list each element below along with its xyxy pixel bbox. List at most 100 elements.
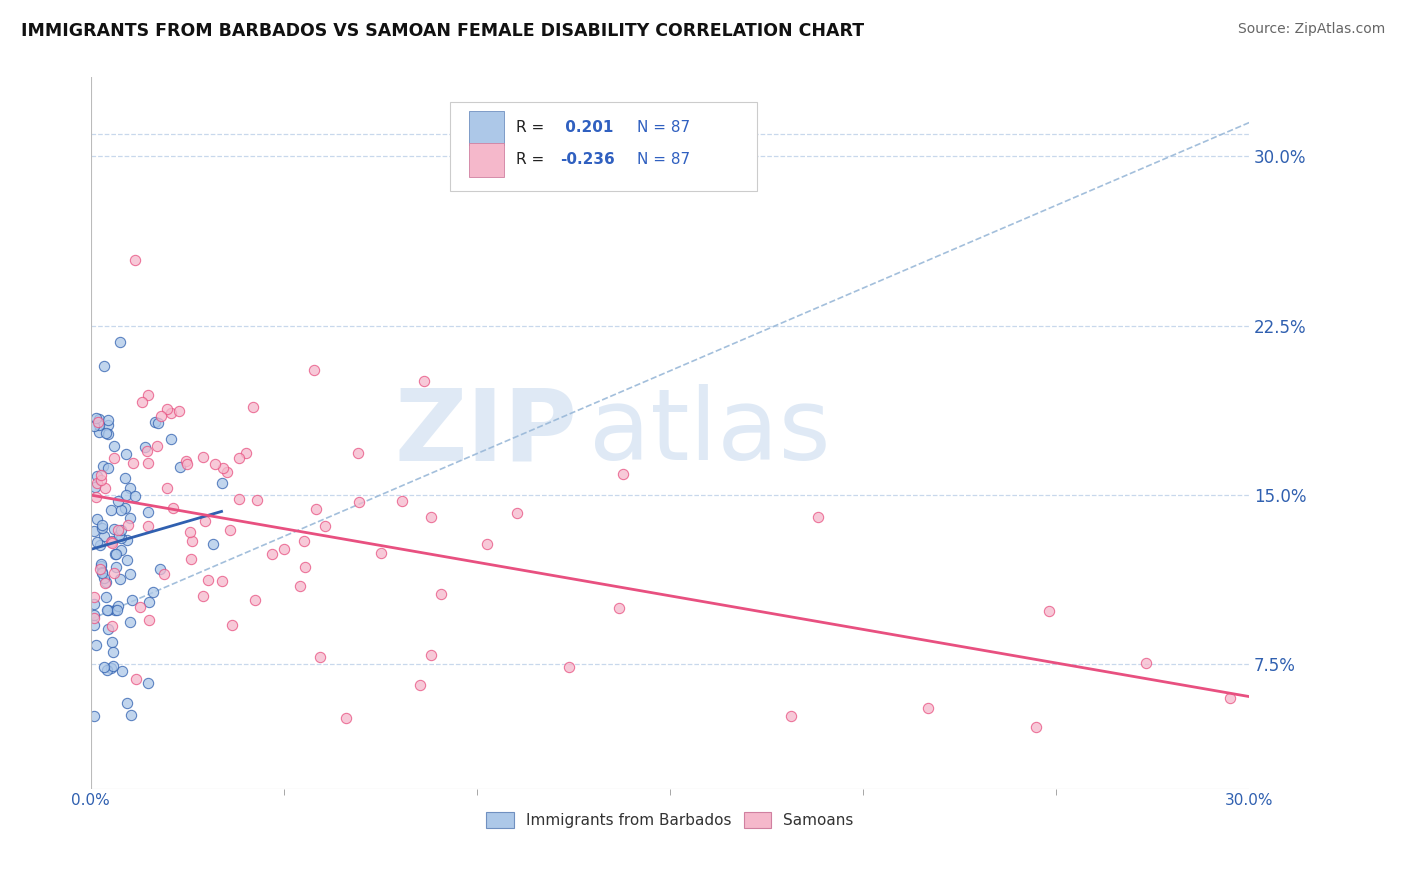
- Point: [138, 387, 160, 401]
- Point: [260, 547, 283, 561]
- Point: [138, 595, 160, 609]
- Point: [176, 457, 198, 471]
- Point: [430, 587, 453, 601]
- Point: [149, 562, 172, 576]
- Point: [97, 413, 120, 427]
- Point: [101, 535, 124, 549]
- Point: [96, 575, 118, 590]
- Point: [349, 495, 371, 509]
- Point: [96, 603, 118, 617]
- Bar: [470, 111, 505, 145]
- Point: [122, 457, 145, 471]
- Point: [138, 613, 160, 627]
- Point: [145, 439, 167, 453]
- Point: [91, 566, 114, 580]
- Point: [221, 617, 243, 632]
- Point: [420, 648, 443, 663]
- Point: [83, 611, 105, 625]
- Point: [97, 622, 120, 636]
- Point: [413, 374, 436, 388]
- Point: [104, 603, 127, 617]
- Point: [612, 467, 634, 481]
- Point: [1135, 656, 1157, 670]
- Point: [115, 488, 138, 502]
- Point: [302, 362, 325, 376]
- Point: [97, 426, 120, 441]
- Point: [100, 535, 122, 549]
- Text: R =: R =: [516, 120, 544, 136]
- Point: [117, 533, 139, 547]
- Point: [93, 359, 115, 374]
- Point: [93, 660, 115, 674]
- Point: [155, 481, 177, 495]
- Point: [83, 709, 105, 723]
- Point: [136, 519, 159, 533]
- Point: [219, 523, 242, 537]
- Point: [83, 618, 105, 632]
- Point: [136, 676, 159, 690]
- Point: [100, 661, 122, 675]
- Point: [86, 415, 108, 429]
- Point: [107, 494, 129, 508]
- Point: [108, 527, 131, 541]
- Point: [136, 456, 159, 470]
- Point: [83, 590, 105, 604]
- Point: [93, 571, 115, 585]
- Point: [156, 401, 179, 416]
- Point: [305, 502, 328, 516]
- Point: [780, 709, 803, 723]
- Point: [246, 493, 269, 508]
- Point: [134, 441, 156, 455]
- Point: [91, 458, 114, 473]
- Point: [94, 481, 117, 495]
- Point: [100, 534, 122, 549]
- Point: [245, 592, 267, 607]
- Point: [100, 502, 122, 516]
- Point: [211, 475, 233, 490]
- Point: [607, 601, 630, 615]
- Point: [104, 547, 127, 561]
- Point: [105, 603, 128, 617]
- Point: [83, 524, 105, 539]
- Point: [83, 597, 105, 611]
- Point: [117, 517, 139, 532]
- Point: [179, 524, 201, 539]
- Point: [110, 543, 132, 558]
- Point: [370, 546, 392, 560]
- Point: [124, 489, 146, 503]
- Point: [191, 589, 214, 603]
- Point: [89, 561, 111, 575]
- Point: [111, 664, 134, 678]
- Point: [391, 494, 413, 508]
- Text: IMMIGRANTS FROM BARBADOS VS SAMOAN FEMALE DISABILITY CORRELATION CHART: IMMIGRANTS FROM BARBADOS VS SAMOAN FEMAL…: [21, 22, 865, 40]
- Point: [201, 537, 224, 551]
- Point: [94, 425, 117, 440]
- Point: [84, 410, 107, 425]
- Legend: Immigrants from Barbados, Samoans: Immigrants from Barbados, Samoans: [479, 806, 859, 834]
- Text: atlas: atlas: [589, 384, 831, 482]
- Point: [242, 400, 264, 414]
- Point: [103, 522, 125, 536]
- Point: [89, 417, 111, 432]
- Point: [169, 404, 191, 418]
- Point: [103, 658, 125, 673]
- Point: [108, 572, 131, 586]
- Point: [215, 465, 238, 479]
- Point: [86, 512, 108, 526]
- Text: N = 87: N = 87: [637, 120, 690, 136]
- Point: [104, 560, 127, 574]
- Point: [94, 591, 117, 605]
- Point: [807, 510, 830, 524]
- Point: [120, 511, 142, 525]
- Point: [346, 445, 368, 459]
- Point: [101, 645, 124, 659]
- Point: [335, 711, 357, 725]
- Point: [143, 416, 166, 430]
- Point: [129, 599, 152, 614]
- Point: [83, 418, 105, 433]
- Point: [103, 439, 125, 453]
- Point: [108, 335, 131, 350]
- Point: [162, 500, 184, 515]
- Point: [159, 432, 181, 446]
- Point: [159, 406, 181, 420]
